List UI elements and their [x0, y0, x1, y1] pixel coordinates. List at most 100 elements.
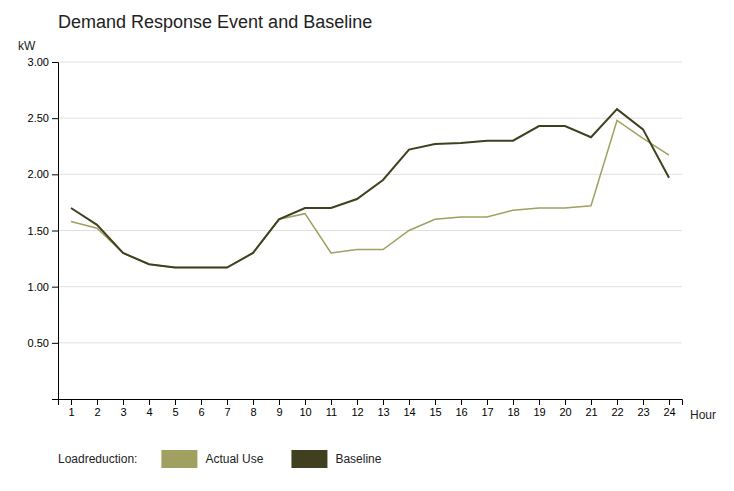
tick-label: 18 [507, 406, 519, 418]
tick-label: 23 [637, 406, 649, 418]
tick-label: 1.50 [28, 225, 49, 237]
tick-mark [383, 399, 384, 405]
tick: 24 [663, 399, 675, 418]
tick-mark [279, 399, 280, 405]
tick-mark [227, 399, 228, 405]
tick-mark [409, 399, 410, 405]
tick-mark [617, 399, 618, 405]
tick-mark [539, 399, 540, 405]
tick: 8 [250, 399, 256, 418]
tick-mark [253, 399, 254, 405]
tick-label: 14 [403, 406, 415, 418]
tick: 0.50 [28, 337, 58, 349]
tick: 7 [224, 399, 230, 418]
tick-mark [123, 399, 124, 405]
tick-label: 1 [68, 406, 74, 418]
grid-line [58, 174, 682, 175]
tick: 3 [120, 399, 126, 418]
tick-label: 10 [299, 406, 311, 418]
tick-mark [565, 399, 566, 405]
tick-label: 3.00 [28, 56, 49, 68]
tick-label: 15 [429, 406, 441, 418]
grid [58, 62, 682, 343]
tick-mark [52, 118, 58, 119]
tick: 2.00 [28, 168, 58, 180]
tick-mark [52, 343, 58, 344]
grid-line [58, 286, 682, 287]
tick-mark [52, 174, 58, 175]
grid-line [58, 62, 682, 63]
tick: 18 [507, 399, 519, 418]
title: Demand Response Event and Baseline [58, 12, 372, 32]
y-axis: 0.50 1.00 1.50 2.00 2.50 3.00 [28, 56, 59, 399]
tick: 2 [94, 399, 100, 418]
tick-mark [52, 62, 58, 63]
tick: 2.50 [28, 112, 58, 124]
axis-domain [59, 400, 683, 406]
tick-mark [305, 399, 306, 405]
tick-mark [513, 399, 514, 405]
tick-label: 19 [533, 406, 545, 418]
tick-mark [52, 287, 58, 288]
tick-label: 5 [172, 406, 178, 418]
tick-label: 11 [326, 406, 337, 418]
tick-label: 22 [611, 406, 623, 418]
tick-label: 13 [377, 406, 389, 418]
legend-label: Actual Use [205, 452, 263, 466]
x-axis: 123456789101112131415161718192021222324 [59, 399, 683, 418]
tick: 13 [377, 399, 389, 418]
tick-label: 20 [559, 406, 571, 418]
tick-mark [97, 399, 98, 405]
line [71, 120, 669, 267]
grid-line [58, 230, 682, 231]
tick-label: 7 [224, 406, 230, 418]
tick-label: 3 [120, 406, 126, 418]
tick-mark [52, 231, 58, 232]
tick-mark [461, 399, 462, 405]
tick: 16 [455, 399, 467, 418]
tick-label: 0.50 [28, 337, 49, 349]
legend-title: Loadreduction: [58, 452, 137, 466]
tick: 11 [326, 399, 337, 418]
tick-mark [669, 399, 670, 405]
tick: 19 [533, 399, 545, 418]
tick: 1 [68, 399, 74, 418]
tick: 22 [611, 399, 623, 418]
tick: 23 [637, 399, 649, 418]
line [71, 109, 669, 267]
tick: 3.00 [28, 56, 58, 68]
tick-label: 12 [351, 406, 363, 418]
tick: 14 [403, 399, 415, 418]
axis-domain [52, 63, 59, 400]
tick: 17 [481, 399, 493, 418]
tick: 10 [299, 399, 311, 418]
tick-label: 2.50 [28, 112, 49, 124]
tick-label: 1.00 [28, 281, 49, 293]
tick: 15 [429, 399, 441, 418]
grid-line [58, 118, 682, 119]
tick-mark [643, 399, 644, 405]
tick-mark [357, 399, 358, 405]
tick: 21 [585, 399, 597, 418]
tick-mark [71, 399, 72, 405]
legend: Loadreduction: Actual Use Baseline [58, 450, 382, 468]
y-axis-label: kW [18, 39, 36, 53]
tick-mark [331, 399, 332, 405]
tick-mark [435, 399, 436, 405]
tick: 20 [559, 399, 571, 418]
tick-mark [149, 399, 150, 405]
tick-label: 6 [198, 406, 204, 418]
tick: 12 [351, 399, 363, 418]
tick: 4 [146, 399, 152, 418]
tick: 9 [276, 399, 282, 418]
legend-swatch [291, 450, 327, 468]
tick-label: 16 [455, 406, 467, 418]
legend-label: Baseline [335, 452, 381, 466]
tick: 1.00 [28, 281, 58, 293]
tick-mark [201, 399, 202, 405]
plot-area [71, 109, 669, 267]
tick-label: 9 [276, 406, 282, 418]
tick-label: 2 [94, 406, 100, 418]
grid-line [58, 342, 682, 343]
tick-label: 17 [481, 406, 493, 418]
